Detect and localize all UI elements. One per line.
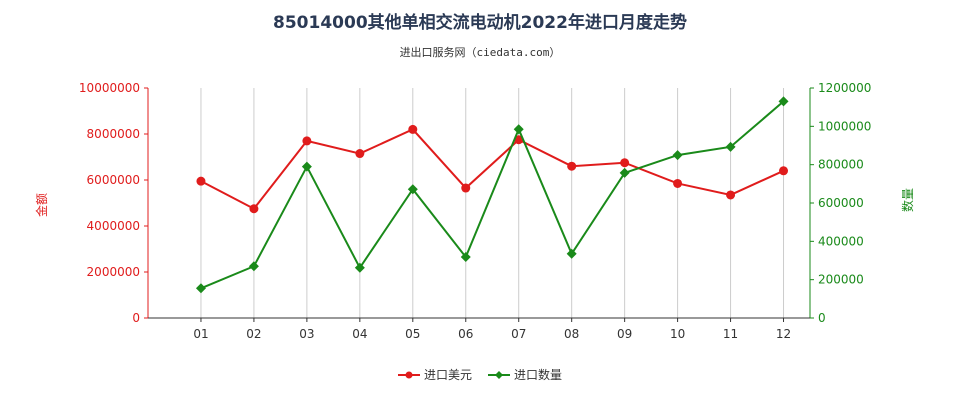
series-line-2 bbox=[200, 100, 785, 290]
right-tick-label: 1200000 bbox=[818, 81, 871, 95]
data-point bbox=[301, 161, 312, 172]
data-point bbox=[673, 178, 683, 188]
data-point bbox=[513, 124, 524, 135]
right-tick-label: 200000 bbox=[818, 273, 864, 287]
x-tick-label: 09 bbox=[617, 327, 632, 341]
chart-subtitle: 进出口服务网（ciedata.com） bbox=[399, 46, 561, 59]
legend-marker bbox=[405, 371, 413, 379]
x-tick-label: 04 bbox=[352, 327, 367, 341]
x-tick-label: 08 bbox=[564, 327, 579, 341]
left-tick-label: 10000000 bbox=[79, 81, 140, 95]
x-tick-label: 05 bbox=[405, 327, 420, 341]
data-point bbox=[302, 136, 312, 146]
x-tick-label: 02 bbox=[246, 327, 261, 341]
right-tick-label: 800000 bbox=[818, 158, 864, 172]
right-tick-label: 400000 bbox=[818, 234, 864, 248]
x-tick-label: 11 bbox=[723, 327, 738, 341]
legend-marker bbox=[495, 371, 503, 379]
right-tick-label: 1000000 bbox=[818, 119, 871, 133]
left-tick-label: 6000000 bbox=[87, 173, 140, 187]
left-tick-label: 8000000 bbox=[87, 127, 140, 141]
x-tick-label: 12 bbox=[776, 327, 791, 341]
left-axis-title: 金额 bbox=[34, 193, 49, 217]
x-tick-label: 10 bbox=[670, 327, 685, 341]
legend-label: 进口美元 bbox=[424, 368, 472, 382]
data-point bbox=[514, 135, 524, 145]
data-point bbox=[779, 166, 789, 176]
data-point bbox=[248, 261, 259, 272]
data-point bbox=[249, 204, 259, 214]
legend-label: 进口数量 bbox=[514, 367, 562, 382]
x-tick-label: 03 bbox=[299, 327, 314, 341]
x-tick-label: 07 bbox=[511, 327, 526, 341]
data-point bbox=[620, 158, 630, 168]
right-tick-label: 0 bbox=[818, 311, 826, 325]
data-point bbox=[460, 252, 471, 263]
data-point bbox=[195, 283, 206, 294]
x-tick-label: 01 bbox=[193, 327, 208, 341]
data-point bbox=[778, 96, 789, 107]
data-point bbox=[408, 124, 418, 134]
left-tick-label: 0 bbox=[132, 311, 140, 325]
data-point bbox=[726, 190, 736, 200]
data-point bbox=[354, 262, 365, 273]
chart-title: 85014000其他单相交流电动机2022年进口月度走势 bbox=[273, 13, 687, 33]
right-tick-label: 600000 bbox=[818, 196, 864, 210]
data-point bbox=[567, 161, 577, 171]
data-point bbox=[619, 167, 630, 178]
data-point bbox=[355, 149, 365, 159]
series-line-1 bbox=[200, 128, 784, 211]
data-point bbox=[461, 183, 471, 193]
left-tick-label: 2000000 bbox=[87, 265, 140, 279]
data-point bbox=[566, 248, 577, 259]
data-point bbox=[407, 184, 418, 195]
x-tick-label: 06 bbox=[458, 327, 473, 341]
data-point bbox=[672, 150, 683, 161]
data-point bbox=[725, 141, 736, 152]
right-axis-title: 数量 bbox=[900, 188, 915, 212]
left-tick-label: 4000000 bbox=[87, 219, 140, 233]
data-point bbox=[196, 176, 206, 186]
